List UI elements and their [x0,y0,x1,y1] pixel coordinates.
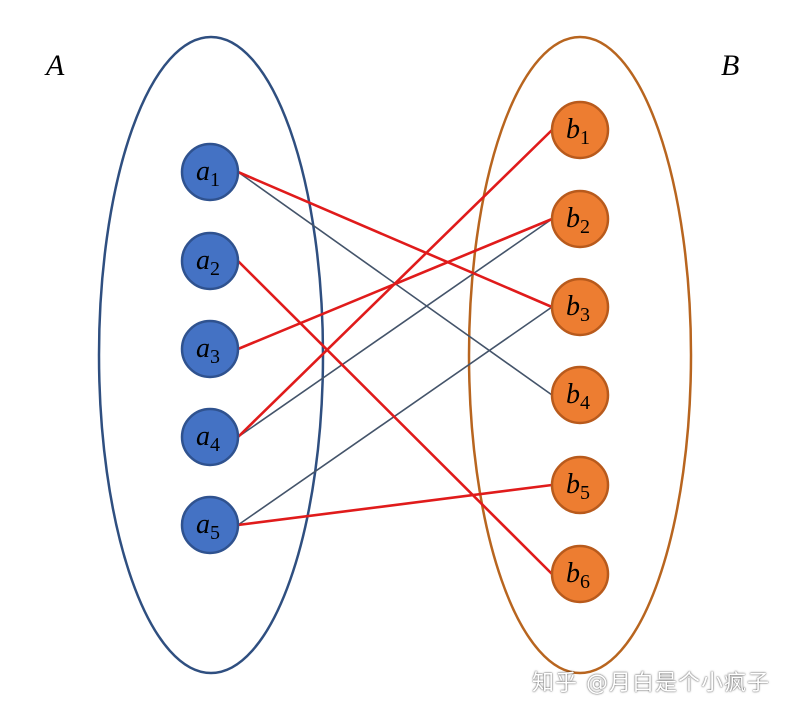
set-b-ellipse [467,35,693,675]
node-label-b6: b6 [566,558,590,593]
node-b5: b5 [550,455,610,515]
node-label-b2: b2 [566,203,590,238]
set-b-label: B [721,49,739,82]
node-label-a3: a3 [196,333,220,368]
node-var-a3: a [196,333,210,364]
node-a1: a1 [180,142,240,202]
node-label-a2: a2 [196,245,220,280]
node-circle-a4 [180,407,240,467]
edge-a4-b1 [236,128,554,439]
node-var-b6: b [566,558,580,589]
node-circle-b3 [550,277,610,337]
node-var-b4: b [566,379,580,410]
node-sub-a4: 4 [210,434,220,456]
node-sub-a5: 5 [210,522,220,544]
edge-a4-b2 [237,218,553,438]
node-var-a4: a [196,421,210,452]
node-sub-b4: 4 [580,392,590,414]
node-b4: b4 [550,365,610,425]
node-a5: a5 [180,495,240,555]
node-sub-b3: 3 [580,304,590,326]
edges-group [236,128,554,576]
node-label-a4: a4 [196,421,220,456]
node-circle-b4 [550,365,610,425]
node-b2: b2 [550,189,610,249]
node-a4: a4 [180,407,240,467]
node-sub-a2: 2 [210,258,220,280]
node-circle-a3 [180,319,240,379]
edge-a2-b6 [236,259,554,576]
node-sub-b6: 6 [580,571,590,593]
watermark: 知乎 @月白是个小疯子 [532,671,770,696]
node-circle-a2 [180,231,240,291]
node-label-b3: b3 [566,291,590,326]
node-sub-a3: 3 [210,346,220,368]
node-var-a2: a [196,245,210,276]
node-circle-b6 [550,544,610,604]
node-b6: b6 [550,544,610,604]
edge-a1-b3 [236,170,554,309]
node-label-b4: b4 [566,379,590,414]
node-var-b5: b [566,469,580,500]
node-a3: a3 [180,319,240,379]
edge-a5-b5 [236,483,554,527]
node-var-b3: b [566,291,580,322]
node-sub-b5: 5 [580,482,590,504]
node-label-b1: b1 [566,114,590,149]
node-var-b2: b [566,203,580,234]
node-sub-b1: 1 [580,127,590,149]
node-label-a1: a1 [196,156,220,191]
node-circle-b1 [550,100,610,160]
set-a-label: A [44,49,65,82]
node-var-a5: a [196,509,210,540]
node-sub-b2: 2 [580,216,590,238]
node-sub-a1: 1 [210,169,220,191]
node-var-a1: a [196,156,210,187]
node-var-b1: b [566,114,580,145]
node-circle-b5 [550,455,610,515]
node-label-b5: b5 [566,469,590,504]
node-a2: a2 [180,231,240,291]
node-circle-b2 [550,189,610,249]
node-b1: b1 [550,100,610,160]
node-b3: b3 [550,277,610,337]
node-circle-a5 [180,495,240,555]
node-circle-a1 [180,142,240,202]
node-label-a5: a5 [196,509,220,544]
